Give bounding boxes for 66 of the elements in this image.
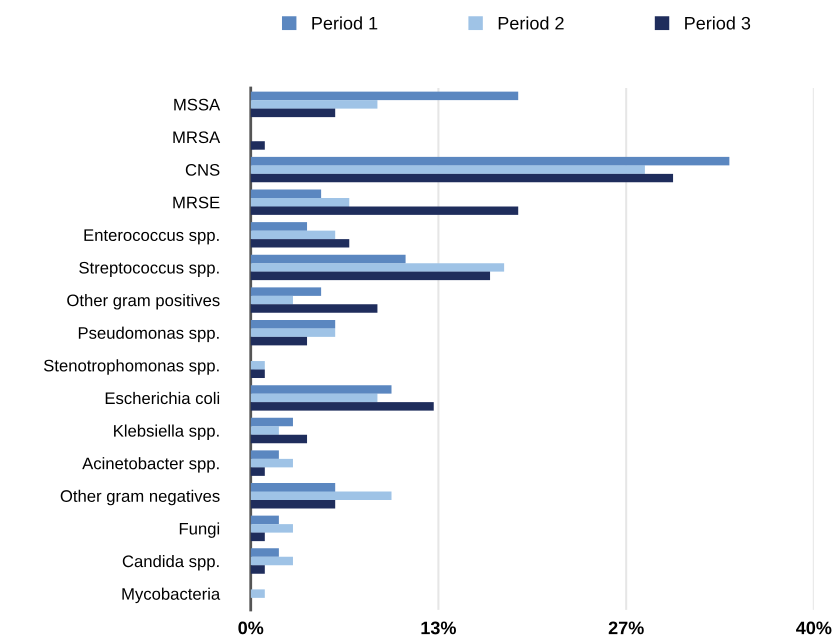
bar <box>250 500 336 508</box>
x-tick-label: 40% <box>796 622 832 634</box>
bar <box>250 287 322 296</box>
y-tick-label: Streptococcus spp. <box>79 262 219 277</box>
bar <box>250 141 265 150</box>
bar <box>250 336 308 346</box>
bar <box>250 370 265 378</box>
bar <box>250 516 279 524</box>
bar <box>250 272 490 280</box>
bar <box>250 296 293 304</box>
bar <box>250 402 434 411</box>
bar <box>250 434 308 444</box>
y-tick-label: Enterococcus spp. <box>84 229 219 244</box>
bar <box>250 320 336 328</box>
x-tick-label: 0% <box>238 622 264 634</box>
bar <box>250 189 322 198</box>
x-tick-label: 13% <box>421 622 456 634</box>
bar <box>250 254 406 264</box>
bar <box>250 328 336 337</box>
y-tick-label: Klebsiella spp. <box>114 424 219 440</box>
bar <box>250 589 265 598</box>
y-tick-label: Candida spp. <box>122 554 219 570</box>
y-tick-label: Other gram negatives <box>60 490 220 506</box>
bar <box>250 100 378 109</box>
bar <box>250 174 674 182</box>
bar <box>250 548 279 557</box>
y-tick-label: Escherichia coli <box>106 392 220 404</box>
bar <box>250 304 378 313</box>
y-tick-label: MSSA <box>174 98 220 111</box>
bar <box>250 165 645 174</box>
bar <box>250 467 265 476</box>
bar <box>250 385 392 394</box>
bar <box>250 206 518 215</box>
y-tick-label: Stenotrophomonas spp. <box>44 359 219 375</box>
y-tick-label: Acinetobacter spp. <box>82 457 219 473</box>
bar <box>250 556 293 566</box>
y-tick-label: Other gram positives <box>67 294 220 310</box>
y-tick-label: MRSA <box>173 131 220 144</box>
y-tick-label: Mycobacteria <box>122 588 220 604</box>
y-tick-label: CNS <box>186 164 220 176</box>
bar <box>250 565 265 574</box>
bar <box>250 198 350 206</box>
y-tick-label: MRSE <box>173 196 220 208</box>
bar <box>250 418 293 426</box>
y-tick-label: Pseudomonas spp. <box>78 326 219 342</box>
bar <box>250 394 378 402</box>
y-tick-label: Fungi <box>180 522 220 538</box>
bar <box>250 483 336 492</box>
bar <box>250 239 350 248</box>
bar <box>250 492 392 500</box>
x-tick-label: 27% <box>608 622 644 634</box>
bar <box>250 263 504 272</box>
bar <box>250 230 336 240</box>
legend-label: Period 2 <box>498 16 564 30</box>
bar <box>250 532 265 542</box>
bar <box>250 426 279 435</box>
bar <box>250 108 336 118</box>
legend-label: Period 3 <box>685 16 750 30</box>
bar <box>250 92 518 100</box>
bar <box>250 458 293 468</box>
bar <box>250 222 308 231</box>
bar <box>250 450 279 459</box>
bar <box>250 361 265 370</box>
bar <box>250 524 293 533</box>
legend-label: Period 1 <box>312 16 378 30</box>
bar <box>250 156 730 166</box>
